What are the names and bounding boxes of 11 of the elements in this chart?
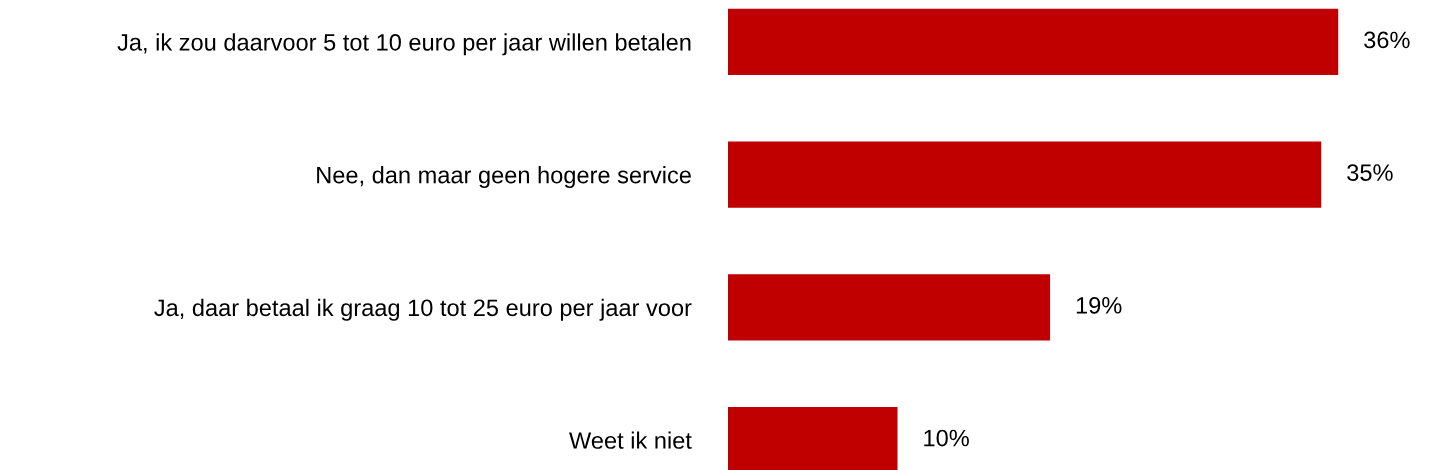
bar	[728, 141, 1322, 208]
y-tick-label: Weet ik niet	[569, 431, 692, 449]
data-label: 35%	[1347, 164, 1393, 181]
data-label: 36%	[1364, 31, 1410, 49]
y-tick-label: Ja, daar betaal ik graag 10 tot 25 euro per jaar voor	[154, 298, 692, 321]
bar	[728, 8, 1339, 76]
data-label: 10%	[924, 429, 969, 447]
data-label: 19%	[1076, 296, 1122, 314]
bar	[728, 274, 1051, 341]
y-tick-label: Ja, ik zou daarvoor 5 tot 10 euro per jaar willen betalen	[117, 33, 691, 56]
y-tick-label: Nee, dan maar geen hogere service	[317, 166, 691, 189]
